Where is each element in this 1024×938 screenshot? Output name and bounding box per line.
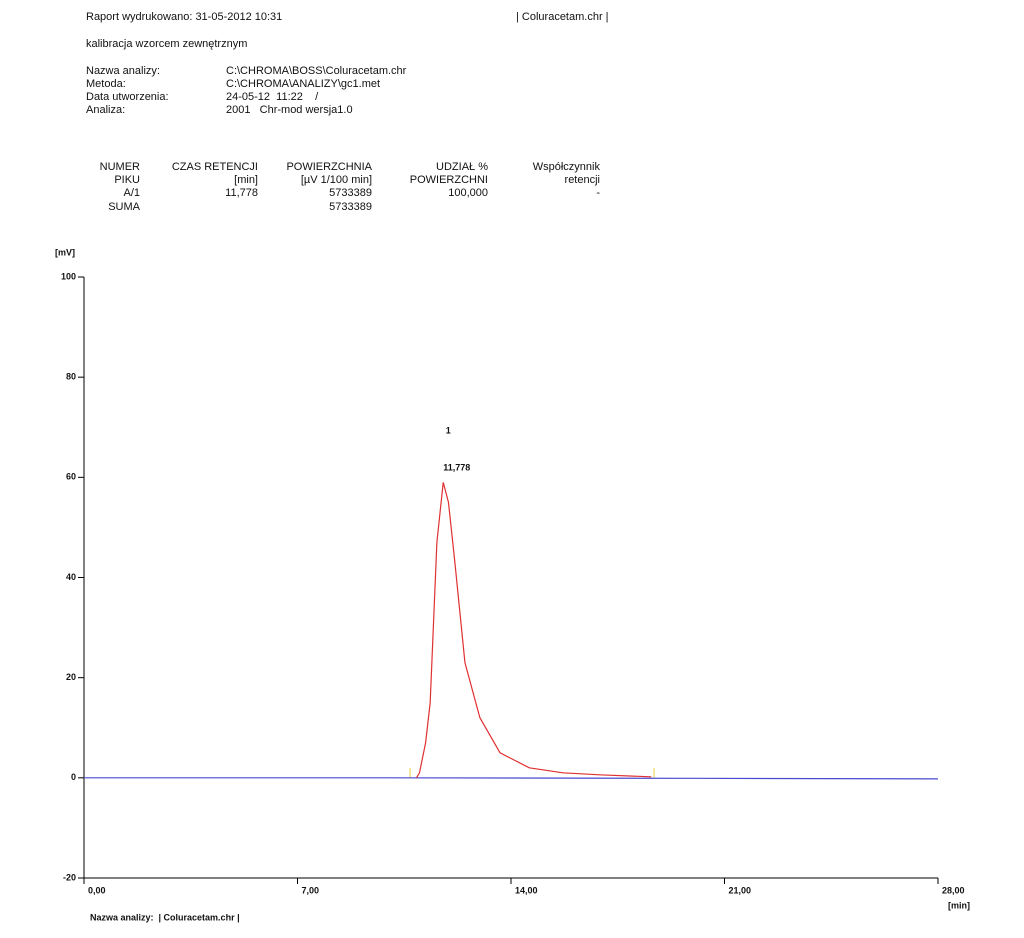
info-label: Data utworzenia: (86, 91, 169, 103)
printed-date: Raport wydrukowano: 31-05-2012 10:31 (86, 11, 282, 23)
info-value: C:\CHROMA\BOSS\Coluracetam.chr (226, 65, 407, 77)
peak-annotation: 11,778 (443, 462, 470, 472)
file-name: | Coluracetam.chr | (516, 11, 609, 23)
table-cell: 5733389 (329, 201, 372, 213)
table-header: POWIERZCHNIA (286, 161, 372, 173)
table-header: PIKU (114, 174, 140, 186)
signal-line (84, 777, 939, 780)
y-tick-label: 20 (66, 672, 76, 682)
table-header: POWIERZCHNI (410, 174, 488, 186)
y-axis-label: [mV] (55, 247, 75, 257)
table-header: NUMER (100, 161, 140, 173)
table-header: UDZIAŁ % (436, 161, 488, 173)
table-cell: 100,000 (448, 187, 488, 199)
info-value: C:\CHROMA\ANALIZY\gc1.met (226, 78, 380, 90)
y-tick-label: 40 (66, 572, 76, 582)
signal-line (415, 482, 652, 779)
info-label: Metoda: (86, 78, 126, 90)
info-value: 24-05-12 11:22 / (226, 91, 319, 103)
info-label: Analiza: (86, 104, 125, 116)
table-cell: A/1 (123, 187, 140, 199)
y-tick-label: 60 (66, 472, 76, 482)
info-label: Nazwa analizy: (86, 65, 160, 77)
x-axis-label: [min] (948, 900, 970, 910)
y-tick-label: 100 (61, 271, 76, 281)
calibration: kalibracja wzorcem zewnętrznym (86, 38, 247, 50)
table-cell: 11,778 (225, 187, 258, 199)
x-tick-label: 14,00 (515, 885, 538, 895)
table-header: retencji (565, 174, 600, 186)
y-tick-label: -20 (63, 872, 76, 882)
y-tick-label: 0 (71, 772, 76, 782)
table-header: CZAS RETENCJI (172, 161, 258, 173)
y-tick-label: 80 (66, 372, 76, 382)
x-tick-label: 21,00 (729, 885, 752, 895)
x-tick-label: 0,00 (88, 885, 106, 895)
x-tick-label: 28,00 (942, 885, 965, 895)
table-header: [µV 1/100 min] (301, 174, 372, 186)
footer: Nazwa analizy: | Coluracetam.chr | (90, 912, 240, 922)
table-header: Współczynnik (533, 161, 601, 173)
info-value: 2001 Chr-mod wersja1.0 (226, 104, 353, 116)
table-cell: - (596, 187, 600, 199)
peak-annotation: 1 (446, 425, 451, 435)
table-cell: SUMA (108, 201, 140, 213)
table-header: [min] (234, 174, 258, 186)
x-tick-label: 7,00 (302, 885, 320, 895)
table-cell: 5733389 (329, 187, 372, 199)
